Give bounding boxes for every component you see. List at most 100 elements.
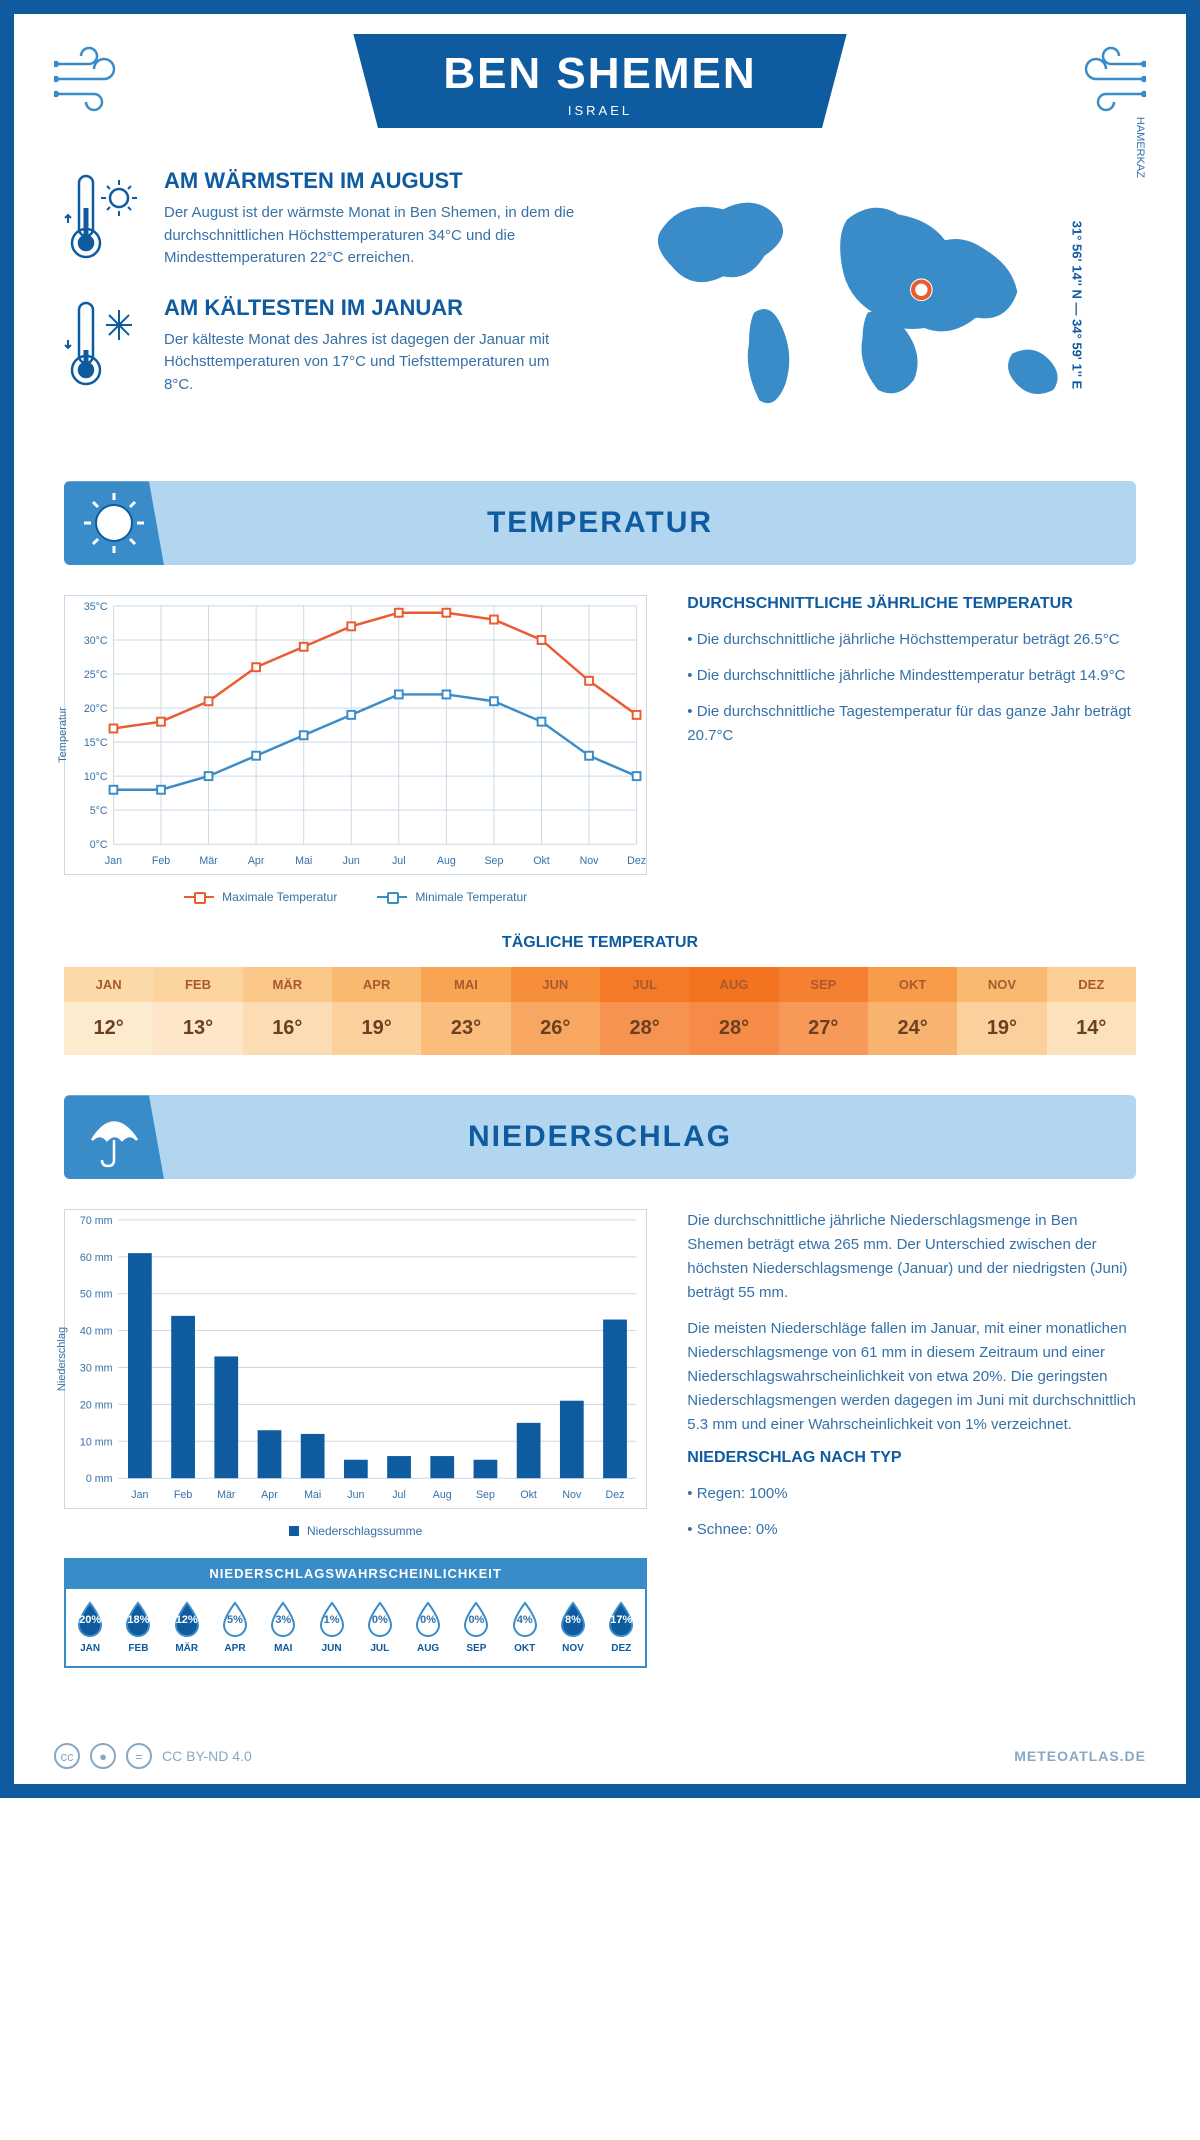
svg-text:15°C: 15°C bbox=[84, 737, 108, 749]
temp-cell: APR19° bbox=[332, 967, 421, 1055]
raindrop-icon: 20% bbox=[76, 1601, 104, 1637]
svg-text:10°C: 10°C bbox=[84, 771, 108, 783]
svg-text:Apr: Apr bbox=[261, 1489, 278, 1501]
svg-text:Okt: Okt bbox=[520, 1489, 537, 1501]
svg-text:0 mm: 0 mm bbox=[86, 1473, 113, 1485]
svg-text:Sep: Sep bbox=[484, 855, 503, 867]
svg-text:50 mm: 50 mm bbox=[80, 1289, 113, 1301]
raindrop-icon: 18% bbox=[124, 1601, 152, 1637]
raindrop-icon: 0% bbox=[366, 1601, 394, 1637]
avg-bullet: • Die durchschnittliche jährliche Mindes… bbox=[687, 664, 1136, 688]
temp-cell: JUL28° bbox=[600, 967, 689, 1055]
svg-text:Jul: Jul bbox=[392, 855, 406, 867]
temp-cell: NOV19° bbox=[957, 967, 1046, 1055]
temp-cell: SEP27° bbox=[779, 967, 868, 1055]
thermometer-cold-icon bbox=[64, 295, 144, 397]
sun-icon bbox=[64, 481, 164, 565]
raindrop-icon: 17% bbox=[607, 1601, 635, 1637]
by-icon: ● bbox=[90, 1743, 116, 1769]
svg-text:Feb: Feb bbox=[152, 855, 170, 867]
svg-text:Jan: Jan bbox=[105, 855, 122, 867]
svg-text:Dez: Dez bbox=[606, 1489, 625, 1501]
temperature-banner: TEMPERATUR bbox=[64, 481, 1136, 565]
header: BEN SHEMEN ISRAEL bbox=[14, 14, 1186, 138]
cc-icon: cc bbox=[54, 1743, 80, 1769]
svg-text:20 mm: 20 mm bbox=[80, 1400, 113, 1412]
svg-text:10 mm: 10 mm bbox=[80, 1436, 113, 1448]
svg-text:Sep: Sep bbox=[476, 1489, 495, 1501]
chart-legend: Maximale Temperatur Minimale Temperatur bbox=[64, 890, 647, 904]
avg-bullet: • Die durchschnittliche jährliche Höchst… bbox=[687, 628, 1136, 652]
nd-icon: = bbox=[126, 1743, 152, 1769]
temp-cell: FEB13° bbox=[153, 967, 242, 1055]
legend-min: Minimale Temperatur bbox=[415, 890, 527, 904]
precipitation-bar-chart: Niederschlag 0 mm10 mm20 mm30 mm40 mm50 … bbox=[64, 1209, 647, 1509]
raindrop-icon: 1% bbox=[318, 1601, 346, 1637]
svg-text:Jan: Jan bbox=[131, 1489, 148, 1501]
section-title: NIEDERSCHLAG bbox=[94, 1120, 1106, 1154]
chart-legend: Niederschlagssumme bbox=[64, 1524, 647, 1538]
precip-type-title: NIEDERSCHLAG NACH TYP bbox=[687, 1449, 1136, 1467]
temp-cell: MÄR16° bbox=[243, 967, 332, 1055]
y-axis-label: Temperatur bbox=[57, 707, 69, 763]
svg-text:Nov: Nov bbox=[562, 1489, 582, 1501]
brand: METEOATLAS.DE bbox=[1014, 1748, 1146, 1764]
prob-cell: 0%SEP bbox=[452, 1601, 500, 1654]
temp-cell: JAN12° bbox=[64, 967, 153, 1055]
precip-type: • Regen: 100% bbox=[687, 1482, 1136, 1506]
raindrop-icon: 12% bbox=[173, 1601, 201, 1637]
precipitation-banner: NIEDERSCHLAG bbox=[64, 1095, 1136, 1179]
wind-icon bbox=[54, 44, 144, 119]
svg-text:30°C: 30°C bbox=[84, 635, 108, 647]
y-axis-label: Niederschlag bbox=[56, 1327, 68, 1391]
prob-cell: 1%JUN bbox=[307, 1601, 355, 1654]
raindrop-icon: 5% bbox=[221, 1601, 249, 1637]
svg-text:Mai: Mai bbox=[295, 855, 312, 867]
svg-text:Mär: Mär bbox=[217, 1489, 236, 1501]
prob-cell: 5%APR bbox=[211, 1601, 259, 1654]
precip-prob-title: NIEDERSCHLAGSWAHRSCHEINLICHKEIT bbox=[64, 1558, 647, 1589]
svg-text:25°C: 25°C bbox=[84, 669, 108, 681]
svg-text:35°C: 35°C bbox=[84, 601, 108, 613]
prob-cell: 4%OKT bbox=[501, 1601, 549, 1654]
title-banner: BEN SHEMEN ISRAEL bbox=[353, 34, 846, 128]
section-title: TEMPERATUR bbox=[94, 506, 1106, 540]
svg-text:5°C: 5°C bbox=[90, 805, 108, 817]
svg-text:70 mm: 70 mm bbox=[80, 1215, 113, 1227]
svg-text:Feb: Feb bbox=[174, 1489, 192, 1501]
coordinates: 31° 56' 14'' N — 34° 59' 1'' E bbox=[1069, 220, 1084, 388]
page-subtitle: ISRAEL bbox=[443, 103, 756, 118]
prob-cell: 8%NOV bbox=[549, 1601, 597, 1654]
svg-text:0°C: 0°C bbox=[90, 839, 108, 851]
svg-text:Mai: Mai bbox=[304, 1489, 321, 1501]
svg-text:Okt: Okt bbox=[533, 855, 550, 867]
daily-temp-table: JAN12°FEB13°MÄR16°APR19°MAI23°JUN26°JUL2… bbox=[64, 967, 1136, 1055]
raindrop-icon: 0% bbox=[462, 1601, 490, 1637]
prob-cell: 18%FEB bbox=[114, 1601, 162, 1654]
coldest-block: AM KÄLTESTEN IM JANUAR Der kälteste Mona… bbox=[64, 295, 580, 397]
temp-cell: MAI23° bbox=[421, 967, 510, 1055]
prob-cell: 0%AUG bbox=[404, 1601, 452, 1654]
precip-prob-row: 20%JAN18%FEB12%MÄR5%APR3%MAI1%JUN0%JUL0%… bbox=[64, 1589, 647, 1668]
svg-text:20°C: 20°C bbox=[84, 703, 108, 715]
umbrella-icon bbox=[64, 1095, 164, 1179]
svg-text:Aug: Aug bbox=[437, 855, 456, 867]
raindrop-icon: 0% bbox=[414, 1601, 442, 1637]
coldest-title: AM KÄLTESTEN IM JANUAR bbox=[164, 295, 580, 321]
temp-cell: DEZ14° bbox=[1047, 967, 1136, 1055]
raindrop-icon: 8% bbox=[559, 1601, 587, 1637]
temperature-line-chart: Temperatur 0°C5°C10°C15°C20°C25°C30°C35°… bbox=[64, 595, 647, 875]
avg-temp-title: DURCHSCHNITTLICHE JÄHRLICHE TEMPERATUR bbox=[687, 595, 1136, 613]
precip-text: Die durchschnittliche jährliche Niedersc… bbox=[687, 1209, 1136, 1305]
svg-text:Mär: Mär bbox=[199, 855, 218, 867]
precip-text: Die meisten Niederschläge fallen im Janu… bbox=[687, 1317, 1136, 1437]
daily-temp-title: TÄGLICHE TEMPERATUR bbox=[64, 934, 1136, 952]
raindrop-icon: 4% bbox=[511, 1601, 539, 1637]
footer: cc ● = CC BY-ND 4.0 METEOATLAS.DE bbox=[14, 1728, 1186, 1784]
svg-text:Jul: Jul bbox=[392, 1489, 406, 1501]
legend-max: Maximale Temperatur bbox=[222, 890, 337, 904]
temp-cell: AUG28° bbox=[689, 967, 778, 1055]
svg-text:Apr: Apr bbox=[248, 855, 265, 867]
svg-text:Aug: Aug bbox=[433, 1489, 452, 1501]
wind-icon bbox=[1056, 44, 1146, 119]
